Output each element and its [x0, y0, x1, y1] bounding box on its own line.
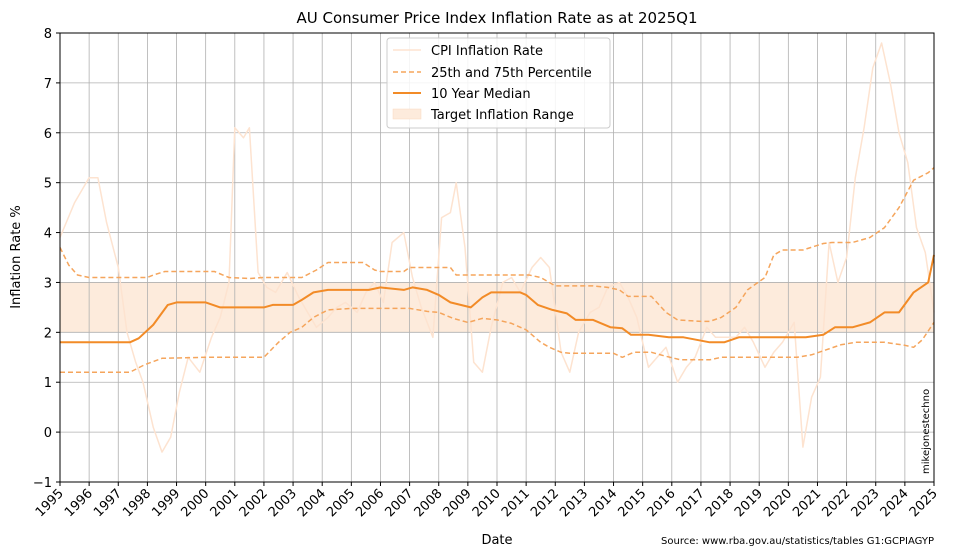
x-tick-label: 2011: [499, 486, 533, 520]
y-axis-label: Inflation Rate %: [9, 205, 24, 309]
y-tick-label: 6: [44, 127, 52, 142]
series-25th-percentile-line: [60, 307, 935, 373]
y-tick-label: 1: [44, 376, 52, 391]
x-tick-label: 2025: [907, 486, 941, 520]
x-tick-label: 1997: [91, 486, 125, 520]
y-tick-label: 5: [44, 177, 52, 192]
y-tick-label: 3: [44, 276, 52, 291]
x-tick-label: 2013: [557, 486, 591, 520]
x-tick-label: 2015: [615, 486, 649, 520]
legend-label-median: 10 Year Median: [431, 87, 531, 102]
legend-box: [386, 37, 611, 129]
x-tick-label: 2005: [324, 486, 358, 520]
x-tick-label: 2012: [528, 486, 562, 520]
y-tick-label: 8: [44, 27, 52, 42]
watermark: mikejonestechno: [921, 389, 932, 474]
x-tick-label: 2003: [266, 486, 300, 520]
x-tick-label: 2017: [674, 486, 708, 520]
x-tick-label: 1995: [33, 486, 67, 520]
x-tick-label: 1998: [120, 486, 154, 520]
x-tick-label: 2000: [178, 486, 212, 520]
legend: CPI Inflation Rate 25th and 75th Percent…: [386, 37, 611, 129]
legend-label-percentile: 25th and 75th Percentile: [431, 66, 592, 81]
x-tick-label: 1999: [149, 486, 183, 520]
x-tick-label: 2010: [470, 486, 504, 520]
y-axis-ticks: −1 0 1 2 3 4 5 6 7 8: [33, 27, 60, 491]
y-tick-label: 2: [44, 326, 52, 341]
source-note: Source: www.rba.gov.au/statistics/tables…: [661, 536, 934, 547]
x-tick-label: 2016: [645, 486, 679, 520]
chart-title: AU Consumer Price Index Inflation Rate a…: [296, 9, 697, 27]
x-tick-label: 2024: [878, 486, 912, 520]
legend-swatch-target: [392, 108, 422, 120]
x-tick-label: 2022: [819, 486, 853, 520]
y-tick-label: 0: [44, 426, 52, 441]
y-tick-label: 7: [44, 77, 52, 92]
y-tick-label: −1: [33, 476, 52, 491]
x-tick-label: 2004: [295, 486, 329, 520]
x-tick-label: 2018: [703, 486, 737, 520]
series-cpi-line: [59, 42, 935, 453]
x-tick-label: 2006: [353, 486, 387, 520]
legend-label-target: Target Inflation Range: [430, 108, 574, 123]
x-tick-label: 2019: [732, 486, 766, 520]
series-median-line: [60, 254, 935, 344]
x-tick-label: 2001: [208, 486, 242, 520]
x-tick-label: 2007: [382, 486, 416, 520]
x-tick-label: 2009: [441, 486, 475, 520]
x-axis-label: Date: [481, 533, 512, 548]
legend-label-cpi: CPI Inflation Rate: [431, 44, 543, 59]
x-axis-ticks: 1995199619971998199920002001200220032004…: [33, 482, 941, 520]
x-tick-label: 2020: [761, 486, 795, 520]
series-lines: [59, 42, 935, 453]
x-tick-label: 2002: [237, 486, 271, 520]
x-tick-label: 1996: [62, 486, 96, 520]
x-tick-label: 2014: [586, 486, 620, 520]
y-tick-label: 4: [44, 227, 52, 242]
x-tick-label: 2021: [790, 486, 824, 520]
x-tick-label: 2023: [849, 486, 883, 520]
x-tick-label: 2008: [412, 486, 446, 520]
